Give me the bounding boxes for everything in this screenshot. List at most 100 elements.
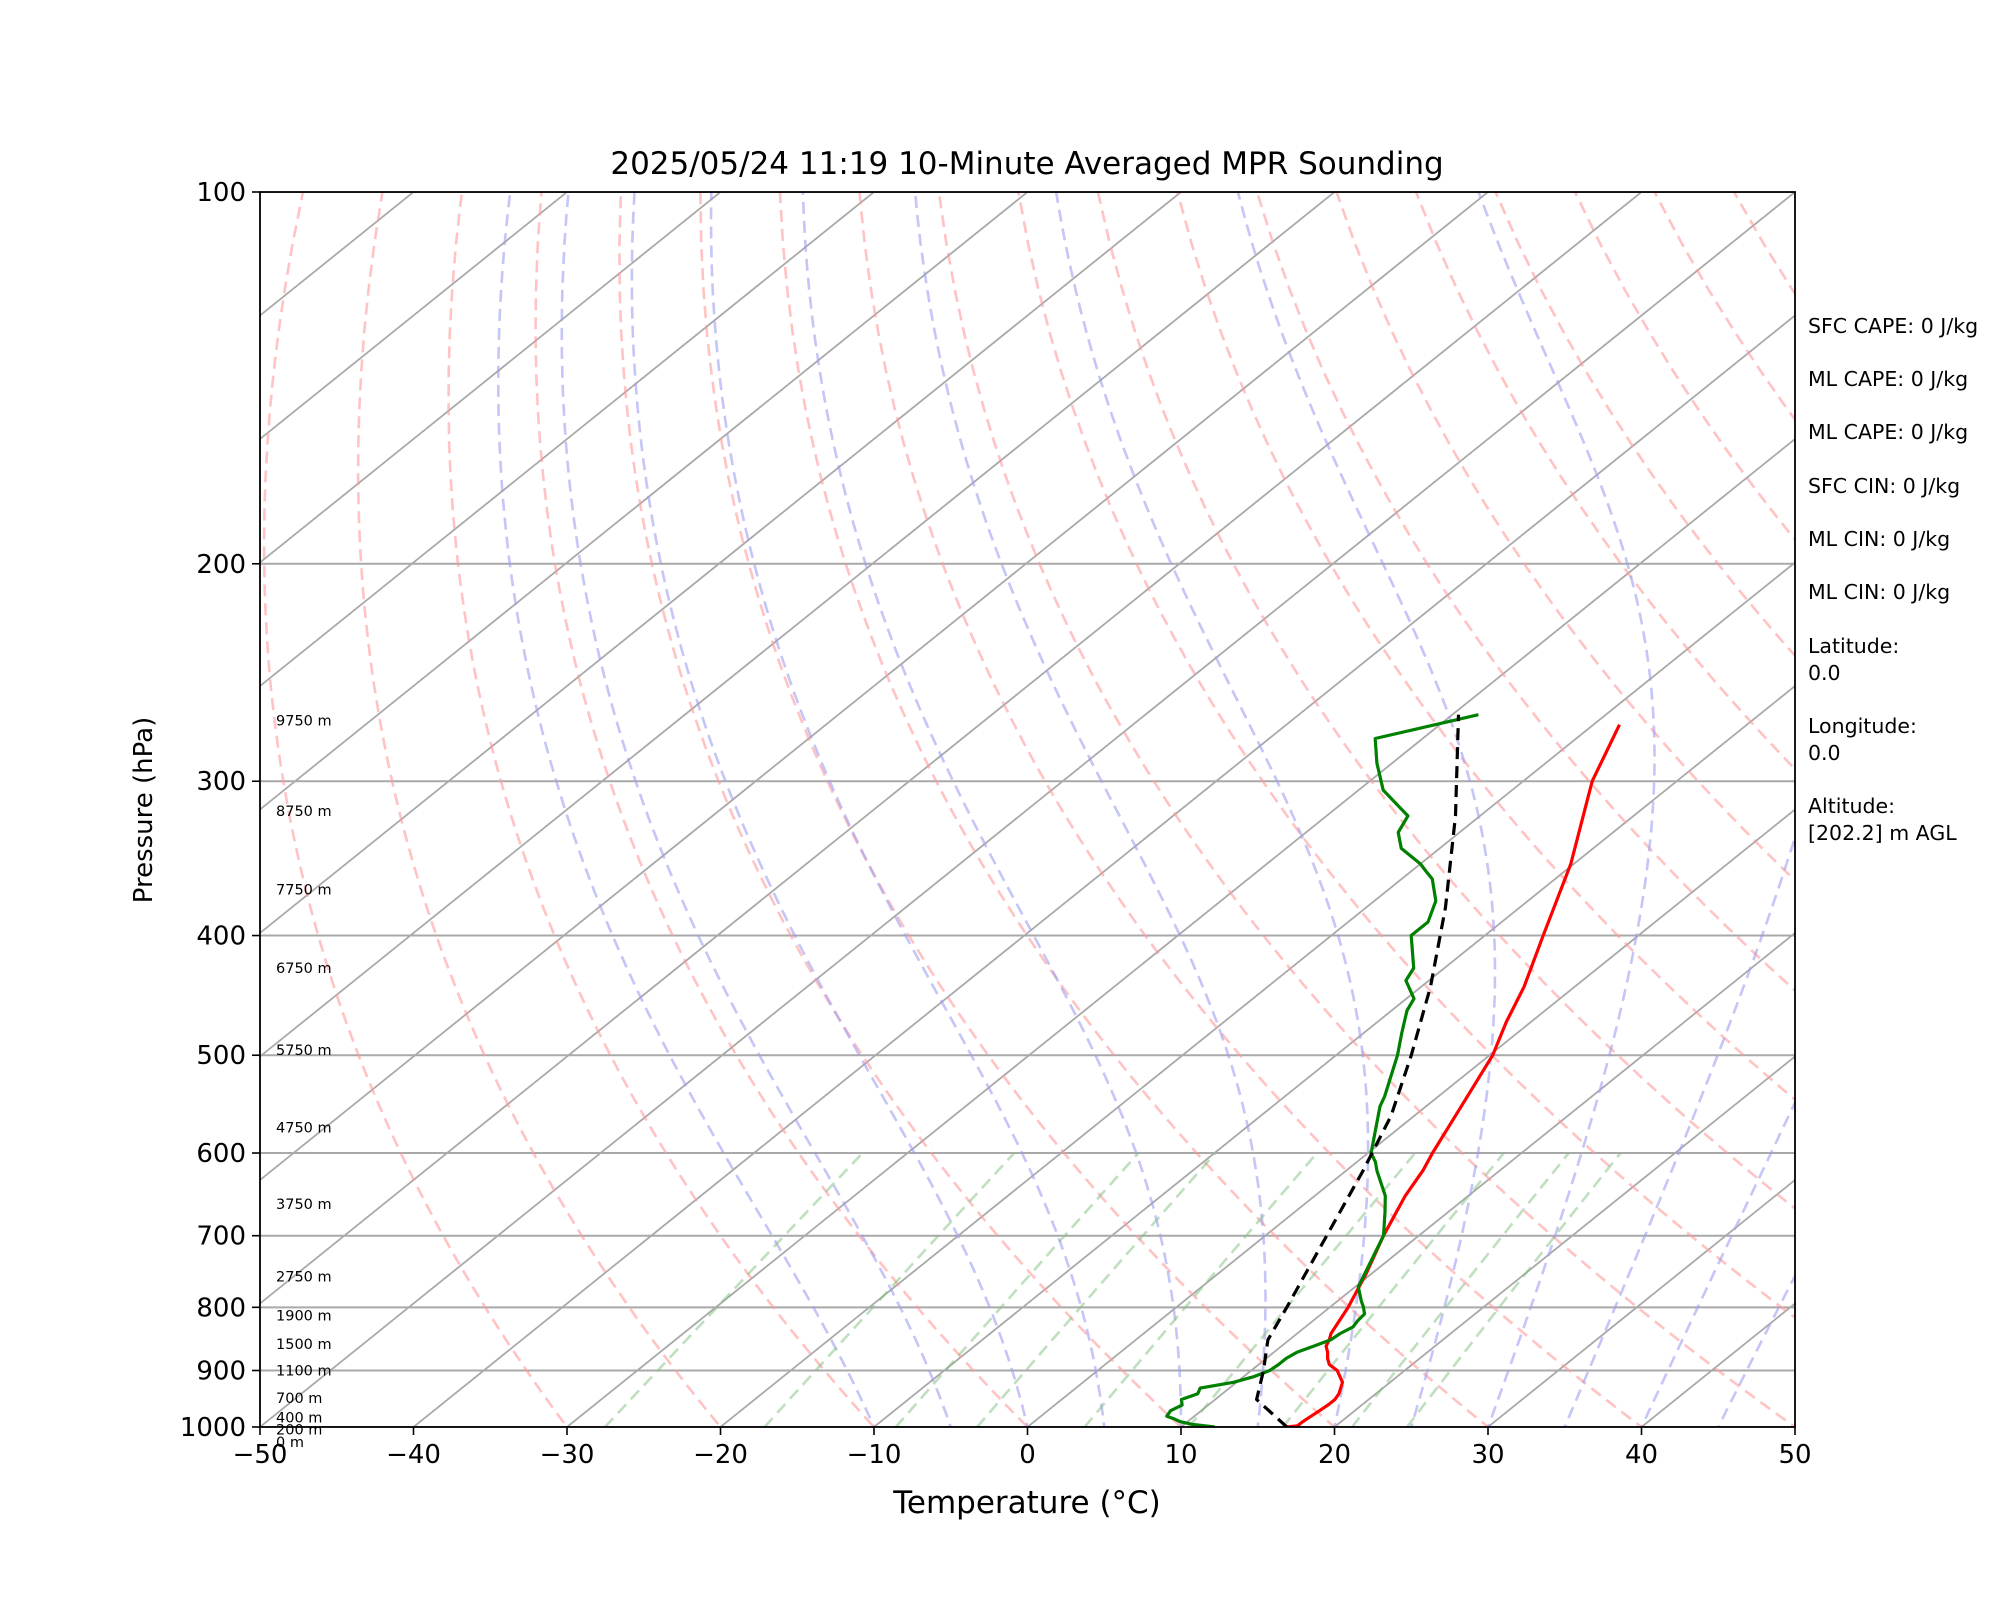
info-panel-item: ML CAPE: 0 J/kg	[1808, 420, 1969, 444]
x-tick-label: 10	[1164, 1440, 1197, 1470]
y-tick-label: 300	[196, 767, 246, 797]
dry-adiabat	[937, 192, 1795, 1427]
height-label: 200 m	[276, 1423, 322, 1439]
height-label: 1100 m	[276, 1363, 332, 1379]
height-label: 1900 m	[276, 1308, 332, 1324]
moist-adiabat	[801, 192, 1183, 1427]
mixing-ratio-line	[1281, 1152, 1505, 1427]
mixing-ratio-line	[1083, 1152, 1318, 1427]
isotherm	[872, 684, 1795, 1427]
y-tick-label: 100	[196, 178, 246, 208]
isotherm	[260, 192, 722, 564]
info-panel-item: ML CIN: 0 J/kg	[1808, 580, 1951, 604]
mixing-ratio-line	[1351, 1152, 1570, 1427]
height-label: 0 m	[276, 1435, 304, 1451]
tick-layer: −50 −40 −30 −20 −10 0 10 20 30 40 50 100 200 300 400 50…	[180, 178, 1812, 1470]
moist-adiabat	[913, 192, 1267, 1427]
x-tick-label: −10	[847, 1440, 902, 1470]
height-label: 8750 m	[276, 804, 332, 820]
isotherm	[1333, 1055, 1795, 1427]
dry-adiabat	[1096, 192, 1795, 1211]
isotherm	[260, 192, 1336, 1058]
chart-title: 2025/05/24 11:19 10-Minute Averaged MPR …	[610, 146, 1443, 182]
isotherm	[719, 561, 1795, 1427]
height-label: 2750 m	[276, 1269, 332, 1285]
x-tick-label: 20	[1318, 1440, 1351, 1470]
parcel-profile	[1254, 714, 1461, 1427]
height-label: 3750 m	[276, 1197, 332, 1213]
dry-adiabat	[618, 192, 1183, 1427]
info-panel-item: Longitude: 0.0	[1808, 714, 1917, 765]
y-tick-label: 1000	[180, 1413, 246, 1443]
moist-adiabat	[1716, 1272, 1795, 1427]
mixing-ratio-line	[976, 1152, 1217, 1427]
isotherm	[1026, 808, 1795, 1427]
dry-adiabat	[1176, 192, 1795, 1102]
y-tick-label: 900	[196, 1356, 246, 1386]
isotherm	[260, 192, 1029, 811]
info-panel-item: ML CIN: 0 J/kg	[1808, 527, 1951, 551]
isotherm	[412, 314, 1795, 1427]
height-label-layer: 9750 m 8750 m 7750 m 6750 m 5750 m 4750 m 3750…	[276, 714, 332, 1451]
info-panel-item: Latitude: 0.0	[1808, 634, 1900, 685]
x-tick-label: 30	[1471, 1440, 1504, 1470]
moist-adiabat	[1054, 192, 1370, 1427]
dry-adiabat	[534, 192, 1030, 1427]
isotherm	[260, 192, 569, 441]
height-label: 4750 m	[276, 1120, 332, 1136]
isotherm	[260, 192, 876, 688]
dry-adiabat	[1255, 192, 1795, 993]
y-tick-label: 700	[196, 1222, 246, 1252]
isotherm	[260, 192, 1490, 1182]
isotherm	[565, 437, 1795, 1427]
height-label: 6750 m	[276, 961, 332, 977]
y-tick-label: 200	[196, 550, 246, 580]
x-tick-label: −30	[540, 1440, 595, 1470]
dry-adiabat	[1017, 192, 1795, 1320]
height-label: 700 m	[276, 1391, 322, 1407]
mixing-ratio-line	[603, 1152, 864, 1427]
x-tick-label: −50	[233, 1440, 288, 1470]
isotherm	[260, 192, 1795, 1427]
x-tick-label: −20	[693, 1440, 748, 1470]
x-tick-label: 0	[1019, 1440, 1036, 1470]
height-label: 7750 m	[276, 882, 332, 898]
y-tick-label: 800	[196, 1293, 246, 1323]
isotherm	[1179, 931, 1795, 1427]
moist-adiabat	[496, 192, 876, 1427]
x-tick-label: 40	[1625, 1440, 1658, 1470]
x-tick-label: 50	[1778, 1440, 1811, 1470]
dry-adiabat	[858, 192, 1644, 1427]
isotherm	[260, 192, 1643, 1305]
temperature-profile	[1286, 724, 1621, 1427]
dry-adiabat	[262, 192, 569, 1427]
y-axis-label: Pressure (hPa)	[129, 717, 159, 904]
info-panel-item: ML CAPE: 0 J/kg	[1808, 367, 1969, 391]
grid-layer	[260, 192, 1795, 1427]
info-panel-item: SFC CAPE: 0 J/kg	[1808, 314, 1979, 338]
x-tick-label: −40	[386, 1440, 441, 1470]
moist-adiabat	[560, 192, 953, 1427]
series-layer	[1165, 713, 1621, 1427]
moist-adiabat	[1236, 192, 1497, 1427]
moist-adiabat	[1563, 192, 1795, 1427]
height-label: 5750 m	[276, 1043, 332, 1059]
x-axis-label: Temperature (°C)	[892, 1485, 1161, 1521]
height-label: 1500 m	[276, 1337, 332, 1353]
mixing-ratio-line	[763, 1152, 1016, 1427]
dewpoint-profile	[1165, 713, 1479, 1427]
isotherm	[260, 192, 1183, 935]
height-label: 400 m	[276, 1410, 322, 1426]
info-panel-item: Altitude: [202.2] m AGL	[1808, 794, 1957, 845]
y-tick-label: 400	[196, 922, 246, 952]
info-panel-item: SFC CIN: 0 J/kg	[1808, 474, 1961, 498]
dry-adiabat	[778, 192, 1491, 1427]
moist-adiabat	[709, 192, 1106, 1427]
moist-adiabat	[1640, 1099, 1795, 1427]
isotherm	[1486, 1178, 1795, 1427]
moist-adiabat	[630, 192, 1029, 1427]
moist-adiabat	[1477, 192, 1656, 1427]
mixing-ratio-line	[894, 1152, 1140, 1427]
height-label: 9750 m	[276, 714, 332, 730]
